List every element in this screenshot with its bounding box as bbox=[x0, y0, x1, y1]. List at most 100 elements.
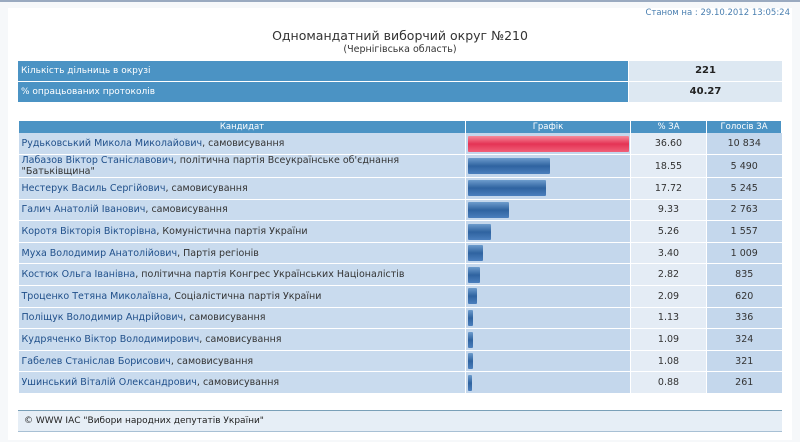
candidate-cell: Коротя Вікторія Вікторівна, Комуністична… bbox=[18, 220, 466, 243]
info-value: 40.27 bbox=[629, 82, 782, 102]
votes-cell: 261 bbox=[706, 371, 782, 395]
percent-cell: 17.72 bbox=[630, 177, 707, 200]
candidate-cell: Лабазов Віктор Станіславович, політична … bbox=[18, 154, 466, 179]
table-row: Костюк Ольга Іванівна, політична партія … bbox=[18, 263, 782, 287]
percent-cell: 1.09 bbox=[630, 328, 707, 351]
info-label: % опрацьованих протоколів bbox=[18, 82, 628, 102]
votes-cell: 5 245 bbox=[706, 177, 782, 200]
candidate-party: , самовисування bbox=[145, 204, 228, 216]
result-bar bbox=[468, 135, 629, 152]
candidate-name[interactable]: Лабазов Віктор Станіславович bbox=[21, 155, 174, 167]
result-bar bbox=[468, 331, 473, 348]
result-bar bbox=[468, 353, 473, 370]
candidate-cell: Габелев Станіслав Борисович, самовисуван… bbox=[18, 350, 466, 373]
candidate-party: , політична партія Всеукраїнське об'єдна… bbox=[21, 155, 400, 178]
info-value: 221 bbox=[629, 61, 782, 81]
table-row: Габелев Станіслав Борисович, самовисуван… bbox=[18, 350, 782, 373]
votes-cell: 5 490 bbox=[706, 154, 782, 179]
header-chart: Графік bbox=[465, 121, 631, 133]
candidate-party: , політична партія Конгрес Українських Н… bbox=[135, 269, 405, 281]
result-bar bbox=[468, 288, 478, 305]
info-row-stations: Кількість дільниць в окрузі 221 bbox=[18, 61, 782, 81]
chart-cell bbox=[465, 350, 631, 373]
votes-cell: 321 bbox=[706, 350, 782, 373]
candidate-party: , самовисування bbox=[170, 355, 254, 367]
votes-cell: 336 bbox=[706, 307, 782, 330]
results-table: Кандидат Графік % ЗА Голосів ЗА Рудьковс… bbox=[18, 121, 782, 395]
table-row: Лабазов Віктор Станіславович, політична … bbox=[18, 154, 782, 179]
result-bar bbox=[468, 180, 546, 197]
candidate-name[interactable]: Кудряченко Віктор Володимирович bbox=[21, 334, 200, 346]
candidate-name[interactable]: Костюк Ольга Іванівна bbox=[21, 269, 136, 281]
candidate-name[interactable]: Поліщук Володимир Андрійович bbox=[21, 312, 184, 324]
result-bar bbox=[468, 201, 510, 218]
candidate-name[interactable]: Муха Володимир Анатолійович bbox=[21, 247, 178, 259]
table-row: Поліщук Володимир Андрійович, самовисува… bbox=[18, 307, 782, 330]
percent-cell: 5.26 bbox=[630, 220, 707, 243]
candidate-name[interactable]: Галич Анатолій Іванович bbox=[21, 204, 146, 216]
percent-cell: 36.60 bbox=[630, 133, 707, 156]
candidate-cell: Костюк Ольга Іванівна, політична партія … bbox=[18, 263, 466, 287]
page-subtitle: (Чернігівська область) bbox=[343, 44, 457, 55]
table-row: Галич Анатолій Іванович, самовисування 9.… bbox=[18, 199, 782, 222]
chart-cell bbox=[465, 285, 631, 308]
votes-cell: 1 557 bbox=[706, 220, 782, 243]
candidate-name[interactable]: Троценко Тетяна Миколаївна bbox=[21, 290, 169, 302]
header-candidate: Кандидат bbox=[18, 121, 466, 133]
candidate-name[interactable]: Рудьковський Микола Миколайович bbox=[21, 138, 203, 150]
candidate-cell: Ушинський Віталій Олександрович, самовис… bbox=[18, 371, 466, 395]
info-label: Кількість дільниць в окрузі bbox=[18, 61, 628, 81]
result-bar bbox=[468, 223, 492, 240]
table-row: Муха Володимир Анатолійович, Партія регі… bbox=[18, 242, 782, 265]
footer: © WWW ІАС "Вибори народних депутатів Укр… bbox=[18, 410, 782, 432]
percent-cell: 0.88 bbox=[630, 371, 707, 395]
chart-cell bbox=[465, 220, 631, 243]
result-bar bbox=[468, 309, 473, 326]
chart-cell bbox=[465, 371, 631, 395]
candidate-cell: Галич Анатолій Іванович, самовисування bbox=[18, 199, 466, 222]
timestamp: Станом на : 29.10.2012 13:05:24 bbox=[645, 8, 790, 18]
candidate-party: , самовисування bbox=[196, 377, 280, 389]
table-row: Коротя Вікторія Вікторівна, Комуністична… bbox=[18, 220, 782, 243]
votes-cell: 620 bbox=[706, 285, 782, 308]
header-percent: % ЗА bbox=[630, 121, 707, 133]
result-bar bbox=[468, 266, 481, 283]
percent-cell: 3.40 bbox=[630, 242, 707, 265]
table-row: Рудьковський Микола Миколайович, самовис… bbox=[18, 133, 782, 156]
percent-cell: 1.13 bbox=[630, 307, 707, 330]
candidate-name[interactable]: Габелев Станіслав Борисович bbox=[21, 355, 171, 367]
candidate-party: , Партія регіонів bbox=[177, 247, 259, 259]
candidate-party: , Соціалістична партія України bbox=[168, 290, 322, 302]
candidate-name[interactable]: Ушинський Віталій Олександрович bbox=[21, 377, 197, 389]
chart-cell bbox=[465, 242, 631, 265]
table-row: Кудряченко Віктор Володимирович, самовис… bbox=[18, 328, 782, 351]
candidate-cell: Муха Володимир Анатолійович, Партія регі… bbox=[18, 242, 466, 265]
percent-cell: 9.33 bbox=[630, 199, 707, 222]
chart-cell bbox=[465, 307, 631, 330]
candidate-cell: Поліщук Володимир Андрійович, самовисува… bbox=[18, 307, 466, 330]
page-title: Одномандатний виборчий округ №210 bbox=[272, 28, 528, 43]
candidate-cell: Рудьковський Микола Миколайович, самовис… bbox=[18, 133, 466, 156]
table-row: Нестерук Василь Сергійович, самовисуванн… bbox=[18, 177, 782, 200]
votes-cell: 2 763 bbox=[706, 199, 782, 222]
chart-cell bbox=[465, 328, 631, 351]
result-bar bbox=[468, 158, 550, 175]
votes-cell: 835 bbox=[706, 263, 782, 287]
chart-cell bbox=[465, 154, 631, 179]
candidate-cell: Кудряченко Віктор Володимирович, самовис… bbox=[18, 328, 466, 351]
candidate-party: , самовисування bbox=[199, 334, 282, 346]
table-row: Троценко Тетяна Миколаївна, Соціалістичн… bbox=[18, 285, 782, 308]
percent-cell: 18.55 bbox=[630, 154, 707, 179]
votes-cell: 324 bbox=[706, 328, 782, 351]
candidate-name[interactable]: Нестерук Василь Сергійович bbox=[21, 182, 166, 194]
result-bar bbox=[468, 374, 472, 391]
candidate-cell: Троценко Тетяна Миколаївна, Соціалістичн… bbox=[18, 285, 466, 308]
chart-cell bbox=[465, 199, 631, 222]
candidate-name[interactable]: Коротя Вікторія Вікторівна bbox=[21, 226, 157, 238]
candidate-cell: Нестерук Василь Сергійович, самовисуванн… bbox=[18, 177, 466, 200]
candidate-party: , Комуністична партія України bbox=[156, 226, 308, 238]
votes-cell: 10 834 bbox=[706, 133, 782, 156]
header-votes: Голосів ЗА bbox=[706, 121, 782, 133]
candidate-party: , самовисування bbox=[165, 182, 248, 194]
info-row-protocols: % опрацьованих протоколів 40.27 bbox=[18, 82, 782, 102]
